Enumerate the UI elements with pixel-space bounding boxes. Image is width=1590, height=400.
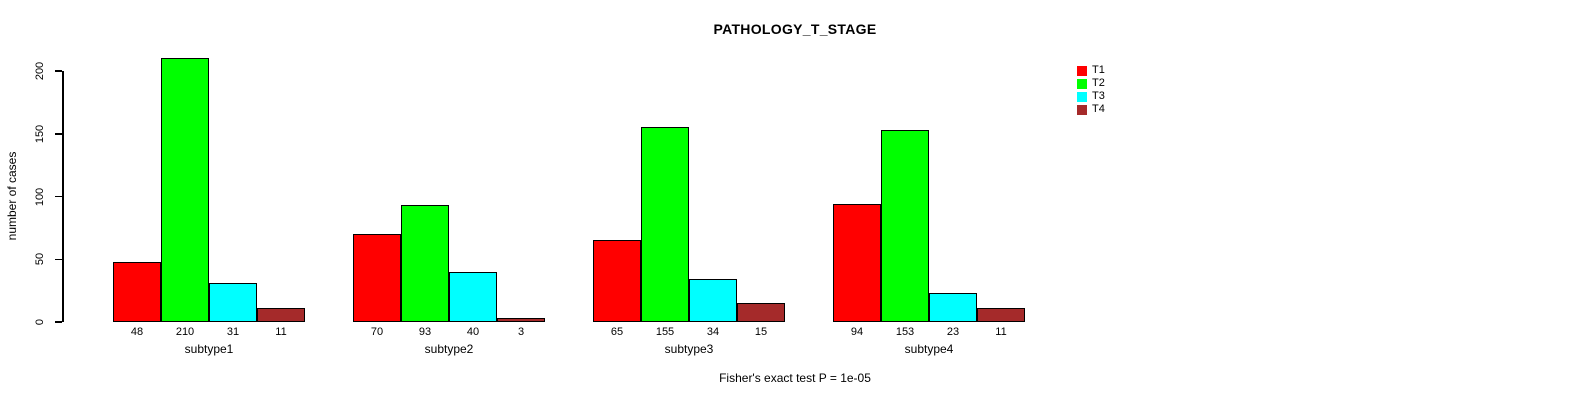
bar-value-label: 94 (850, 326, 864, 338)
bar-t3-subtype1 (209, 283, 257, 322)
y-tick-label: 200 (34, 61, 46, 81)
y-tick-label: 50 (34, 253, 46, 266)
bar-t2-subtype1 (161, 58, 209, 322)
bar-t1-subtype2 (353, 234, 401, 322)
bar-t2-subtype3 (641, 127, 689, 322)
bar-t1-subtype4 (833, 204, 881, 322)
bar-value-label: 23 (946, 326, 960, 338)
bar-t2-subtype2 (401, 205, 449, 322)
bar-value-label: 65 (610, 326, 624, 338)
bar-t3-subtype4 (929, 293, 977, 322)
category-label-subtype1: subtype1 (184, 342, 234, 356)
bar-t1-subtype1 (113, 262, 161, 322)
legend-swatch-t3 (1077, 91, 1087, 102)
legend-swatch-t1 (1077, 65, 1087, 76)
y-tick-label: 100 (34, 187, 46, 206)
bar-value-label: 3 (517, 326, 525, 338)
bar-value-label: 93 (418, 326, 432, 338)
legend-label: T4 (1092, 103, 1105, 115)
y-tick-mark (55, 321, 62, 323)
legend-label: T2 (1092, 77, 1105, 89)
legend-item-t3: T3 (1077, 90, 1105, 103)
bar-value-label: 48 (130, 326, 144, 338)
y-tick-label: 150 (34, 124, 46, 143)
legend: T1 T2 T3 T4 (1077, 64, 1105, 116)
bar-t4-subtype2 (497, 318, 545, 322)
bar-t1-subtype3 (593, 240, 641, 322)
bar-value-label: 155 (655, 326, 675, 338)
y-tick-mark (55, 195, 62, 198)
bar-value-label: 11 (275, 326, 287, 338)
chart-title: PATHOLOGY_T_STAGE (713, 21, 877, 37)
category-label-subtype2: subtype2 (424, 342, 474, 356)
bar-t3-subtype3 (689, 279, 737, 322)
legend-item-t2: T2 (1077, 77, 1105, 90)
bar-value-label: 70 (370, 326, 384, 338)
bar-value-label: 34 (706, 326, 720, 338)
bar-t4-subtype4 (977, 308, 1025, 322)
bar-value-label: 210 (175, 326, 195, 338)
category-label-subtype3: subtype3 (664, 342, 714, 356)
bar-t2-subtype4 (881, 130, 929, 322)
bar-value-label: 11 (995, 326, 1007, 338)
legend-swatch-t4 (1077, 104, 1087, 115)
fisher-test-annotation: Fisher's exact test P = 1e-05 (719, 371, 871, 385)
legend-label: T1 (1092, 64, 1105, 76)
bar-value-label: 40 (466, 326, 480, 338)
bar-value-label: 15 (754, 326, 768, 338)
y-axis (62, 71, 64, 322)
y-axis-label: number of cases (5, 151, 19, 241)
legend-swatch-t2 (1077, 78, 1087, 89)
bar-value-label: 153 (895, 326, 915, 338)
category-label-subtype4: subtype4 (904, 342, 954, 356)
y-tick-mark (55, 258, 62, 260)
bar-value-label: 31 (226, 326, 240, 338)
y-tick-mark (55, 133, 62, 135)
y-tick-label: 0 (34, 318, 46, 326)
bar-t3-subtype2 (449, 272, 497, 322)
legend-item-t4: T4 (1077, 103, 1105, 116)
bar-t4-subtype1 (257, 308, 305, 322)
y-tick-mark (55, 70, 62, 72)
legend-label: T3 (1092, 90, 1105, 102)
legend-item-t1: T1 (1077, 64, 1105, 77)
bar-t4-subtype3 (737, 303, 785, 322)
